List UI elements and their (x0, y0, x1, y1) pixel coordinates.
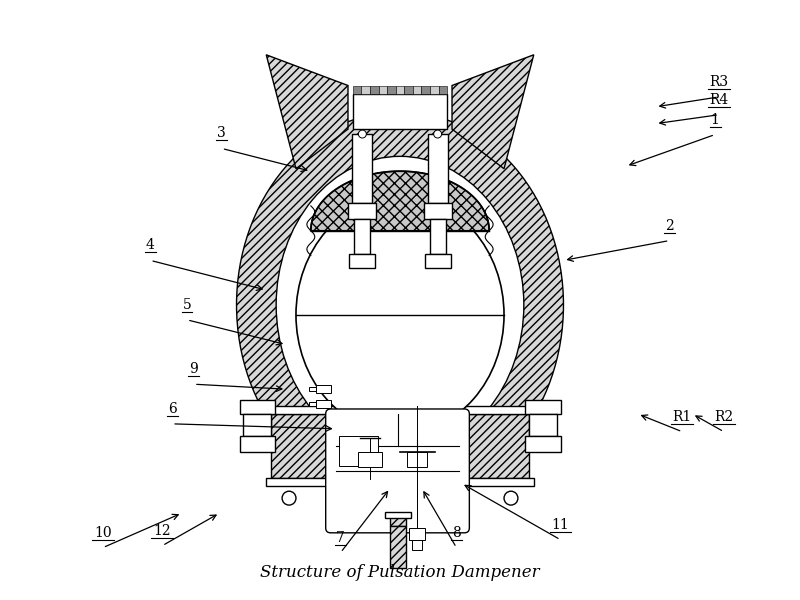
Ellipse shape (276, 157, 524, 454)
Text: 1: 1 (710, 113, 719, 127)
Bar (354, 219, 370, 254)
Bar (378, 86, 387, 94)
Text: 5: 5 (182, 298, 191, 312)
Bar (438, 86, 447, 94)
Bar (266, 478, 534, 486)
Bar (316, 385, 330, 393)
Bar (529, 414, 557, 436)
Text: 8: 8 (452, 526, 461, 540)
Text: 2: 2 (665, 218, 674, 233)
Bar (424, 203, 451, 219)
Text: Structure of Pulsation Dampener: Structure of Pulsation Dampener (260, 564, 540, 581)
Bar (362, 86, 370, 94)
Ellipse shape (296, 196, 504, 434)
Bar (358, 452, 382, 467)
Polygon shape (311, 171, 489, 230)
Bar (407, 452, 427, 467)
Bar (316, 400, 330, 408)
Bar (428, 134, 447, 203)
Circle shape (434, 130, 442, 138)
Bar (338, 436, 378, 466)
Bar (370, 86, 378, 94)
Bar (425, 254, 450, 268)
Text: 4: 4 (146, 238, 154, 253)
Bar (410, 528, 426, 540)
Bar (430, 219, 446, 254)
Bar (390, 516, 406, 526)
Text: R4: R4 (710, 93, 729, 107)
Text: 9: 9 (190, 362, 198, 376)
Text: R2: R2 (714, 410, 734, 424)
Text: R1: R1 (673, 410, 692, 424)
Bar (412, 540, 422, 550)
Bar (353, 86, 362, 94)
Bar (385, 512, 411, 518)
Bar (309, 402, 316, 406)
FancyBboxPatch shape (326, 409, 470, 533)
Circle shape (358, 130, 366, 138)
Bar (387, 86, 396, 94)
Bar (239, 400, 275, 414)
Bar (396, 86, 404, 94)
Polygon shape (266, 55, 348, 169)
Text: 12: 12 (154, 524, 171, 538)
Bar (266, 406, 534, 414)
Bar (349, 203, 376, 219)
Text: R3: R3 (710, 75, 729, 89)
Polygon shape (452, 55, 534, 169)
Bar (404, 86, 413, 94)
Bar (350, 254, 375, 268)
Bar (390, 526, 406, 568)
Bar (525, 400, 561, 414)
Circle shape (504, 491, 518, 505)
Bar (422, 86, 430, 94)
Ellipse shape (237, 112, 563, 498)
Text: 6: 6 (168, 402, 177, 416)
Bar (353, 134, 372, 203)
Bar (243, 414, 271, 436)
Bar (271, 414, 529, 478)
Bar (413, 86, 422, 94)
Bar (430, 86, 438, 94)
Text: 3: 3 (218, 127, 226, 140)
Text: 11: 11 (552, 518, 570, 532)
Circle shape (282, 491, 296, 505)
Bar (239, 436, 275, 452)
Bar (353, 94, 447, 129)
Bar (525, 436, 561, 452)
Text: 7: 7 (336, 531, 345, 545)
Bar (309, 387, 316, 391)
Text: 10: 10 (94, 526, 111, 540)
